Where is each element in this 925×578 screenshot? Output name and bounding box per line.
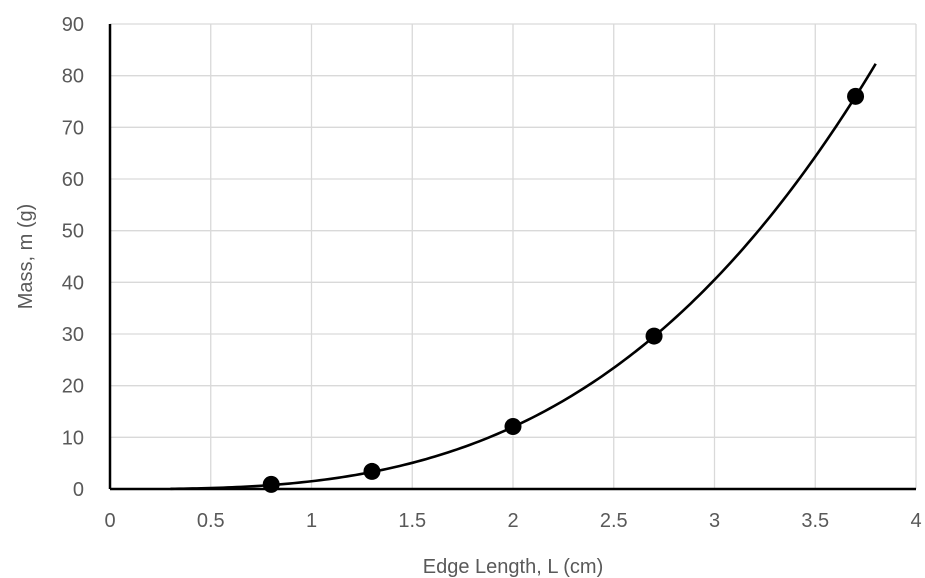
y-axis-title: Mass, m (g) bbox=[15, 204, 37, 310]
x-tick-label: 0.5 bbox=[197, 510, 225, 532]
y-tick-label: 40 bbox=[62, 272, 84, 294]
trendline-curve bbox=[170, 63, 877, 491]
x-tick-label: 2 bbox=[507, 510, 518, 532]
data-point bbox=[847, 87, 865, 105]
y-tick-label: 50 bbox=[62, 221, 84, 243]
x-tick-label: 1.5 bbox=[398, 510, 426, 532]
data-point bbox=[645, 327, 663, 345]
y-tick-label: 20 bbox=[62, 376, 84, 398]
y-tick-label: 0 bbox=[73, 479, 84, 501]
gridlines bbox=[110, 23, 917, 489]
x-tick-label: 0 bbox=[104, 510, 115, 532]
data-point bbox=[363, 462, 381, 480]
x-tick-label: 1 bbox=[306, 510, 317, 532]
y-tick-label: 60 bbox=[62, 169, 84, 191]
x-tick-label: 4 bbox=[910, 510, 921, 532]
y-tick-label: 10 bbox=[62, 427, 84, 449]
data-points bbox=[262, 87, 865, 493]
trendline-layer bbox=[170, 63, 877, 491]
data-point bbox=[504, 417, 522, 435]
x-tick-label: 3.5 bbox=[801, 510, 829, 532]
y-tick-label: 70 bbox=[62, 117, 84, 139]
data-point bbox=[262, 475, 280, 493]
y-tick-label: 90 bbox=[62, 14, 84, 36]
x-tick-label: 2.5 bbox=[600, 510, 628, 532]
y-tick-label: 80 bbox=[62, 66, 84, 88]
axes bbox=[108, 24, 916, 491]
x-axis-title: Edge Length, L (cm) bbox=[423, 556, 603, 578]
y-tick-label: 30 bbox=[62, 324, 84, 346]
x-tick-label: 3 bbox=[709, 510, 720, 532]
